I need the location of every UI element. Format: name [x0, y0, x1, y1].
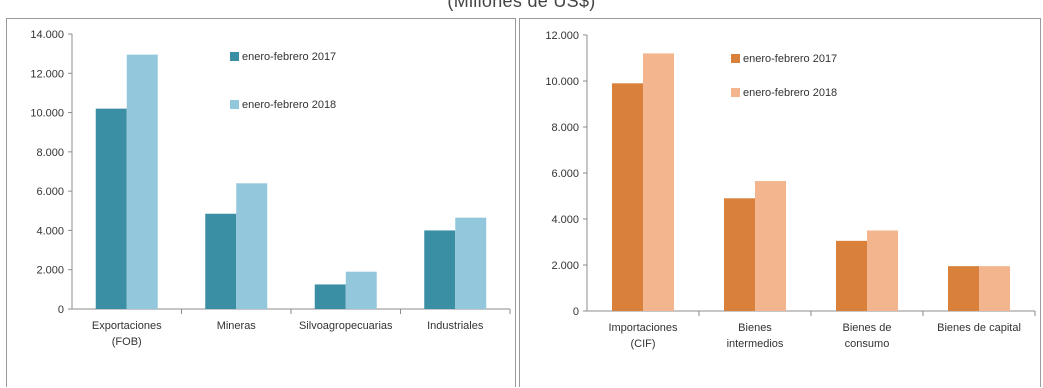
exports-bar [95, 108, 127, 310]
imports-bar [979, 266, 1010, 311]
exports-y-tick-label: 6.000 [36, 186, 64, 198]
exports-y-tick-label: 0 [58, 304, 64, 316]
page-title: (Millones de US$) [447, 0, 596, 11]
exports-y-tick-label: 2.000 [36, 265, 64, 277]
exports-y-tick-label: 12.000 [30, 68, 64, 80]
imports-y-tick-label: 0 [573, 306, 579, 318]
imports-x-tick-label: Importaciones (CIF) [608, 322, 678, 350]
imports-x-tick-label-line: (CIF) [630, 338, 655, 350]
imports-bar [867, 230, 898, 311]
exports-legend-label: enero-febrero 2017 [242, 51, 336, 63]
exports-x-tick-label: Silvoagropecuarias [299, 320, 393, 332]
imports-x-tick-label-line: intermedios [727, 338, 784, 350]
imports-bar-chart: 0 2.000 4.000 6.000 8.000 10.000 12.000 Importa… [545, 30, 1036, 350]
imports-x-tick-label-line: consumo [845, 338, 890, 350]
imports-x-tick-label: Bienes de consumo [843, 322, 892, 350]
exports-bar [236, 183, 268, 309]
exports-bar [424, 230, 456, 309]
imports-y-tick-label: 4.000 [551, 214, 579, 226]
exports-legend-swatch [230, 100, 239, 109]
imports-y-tick-label: 10.000 [545, 76, 579, 88]
imports-x-tick-label-line: Bienes [738, 322, 772, 334]
imports-chart-panel: 0 2.000 4.000 6.000 8.000 10.000 12.000 Importa… [519, 18, 1041, 387]
imports-bar [948, 266, 979, 311]
exports-bar [314, 284, 346, 309]
imports-x-tick-label-line: Bienes de [843, 322, 892, 334]
exports-x-tick-label: Industriales [427, 320, 484, 332]
imports-y-tick-label: 8.000 [551, 122, 579, 134]
imports-bar [755, 181, 786, 311]
imports-legend-label: enero-febrero 2017 [743, 53, 837, 65]
exports-x-tick-label-line: Mineras [217, 320, 257, 332]
exports-bar [205, 213, 237, 309]
exports-x-tick-label-line: Industriales [427, 320, 484, 332]
exports-bar-chart: 0 2.000 4.000 6.000 8.000 10.000 12.000 14.000 E… [30, 29, 511, 348]
exports-y-tick-label: 10.000 [30, 108, 64, 120]
exports-x-tick-label-line: Silvoagropecuarias [299, 320, 393, 332]
exports-x-tick-label-line: Exportaciones [92, 320, 162, 332]
exports-chart-panel: 0 2.000 4.000 6.000 8.000 10.000 12.000 14.000 E… [6, 18, 516, 387]
exports-bar [126, 54, 158, 309]
exports-bar [455, 217, 487, 309]
imports-bar [836, 240, 867, 311]
exports-x-tick-label: Mineras [217, 320, 257, 332]
imports-y-tick-label: 12.000 [545, 30, 579, 42]
exports-x-tick-label-line: (FOB) [112, 336, 142, 348]
imports-x-tick-label-line: Importaciones [608, 322, 678, 334]
imports-bar [724, 198, 755, 311]
imports-y-tick-label: 2.000 [551, 260, 579, 272]
imports-bar [612, 83, 643, 311]
imports-legend-swatch [731, 88, 740, 97]
exports-y-tick-label: 8.000 [36, 147, 64, 159]
exports-bar [345, 271, 377, 309]
exports-x-tick-label: Exportaciones (FOB) [92, 320, 162, 348]
imports-x-tick-label: Bienes intermedios [727, 322, 784, 350]
imports-x-tick-label-line: Bienes de capital [937, 322, 1021, 334]
exports-legend-swatch [230, 52, 239, 61]
imports-legend-swatch [731, 54, 740, 63]
imports-legend-label: enero-febrero 2018 [743, 87, 837, 99]
exports-legend-label: enero-febrero 2018 [242, 99, 336, 111]
exports-y-tick-label: 4.000 [36, 225, 64, 237]
imports-y-tick-label: 6.000 [551, 168, 579, 180]
imports-x-tick-label: Bienes de capital [937, 322, 1021, 334]
exports-y-tick-label: 14.000 [30, 29, 64, 41]
imports-bar [643, 53, 674, 312]
